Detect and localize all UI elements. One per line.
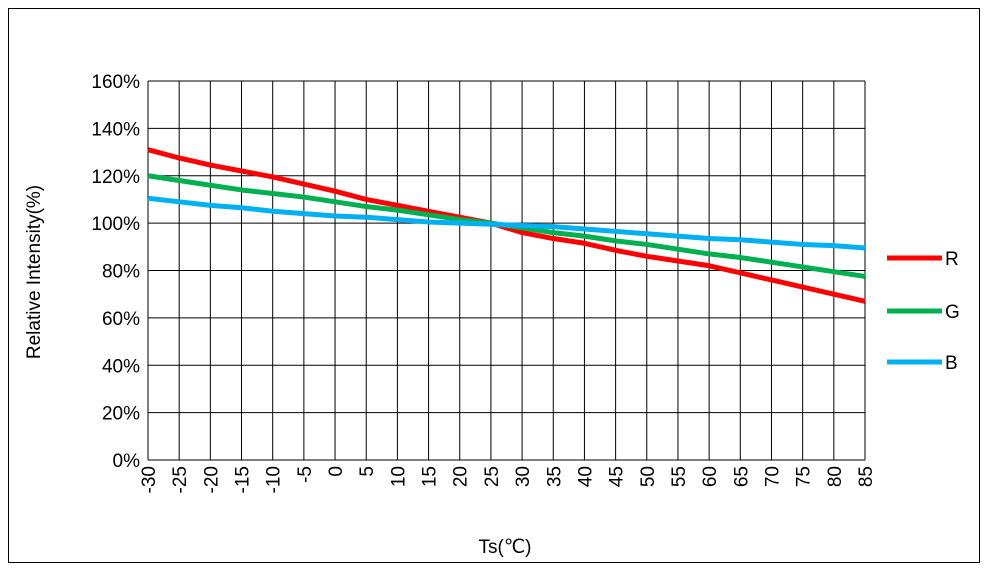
series-layer	[147, 147, 866, 304]
grid-layer	[147, 80, 866, 461]
y-tick-label: 40%	[102, 356, 140, 377]
x-tick-label: 40	[575, 466, 596, 487]
x-axis-title: Ts(℃)	[479, 537, 532, 558]
x-tick-label: 55	[669, 466, 690, 487]
x-tick-label: 5	[357, 466, 378, 477]
x-tick-label: 75	[794, 466, 815, 487]
y-tick-label: 20%	[102, 404, 140, 425]
legend-label-b: B	[945, 353, 958, 374]
x-tick-label: -20	[201, 466, 222, 493]
y-axis-title: Relative Intensity(%)	[24, 185, 45, 359]
x-tick-label: 85	[856, 466, 877, 487]
x-tick-label: 20	[451, 466, 472, 487]
x-tick-label: -30	[139, 466, 160, 493]
x-tick-label: 50	[638, 466, 659, 487]
x-tick-label: -5	[295, 466, 316, 483]
legend: R G B	[887, 249, 960, 374]
x-tick-label: 60	[700, 466, 721, 487]
x-tick-label: 35	[544, 466, 565, 487]
y-tick-label: 140%	[91, 119, 140, 140]
legend-label-r: R	[945, 249, 959, 270]
y-tick-label: 0%	[113, 451, 141, 472]
x-tick-label: 15	[420, 466, 441, 487]
chart-frame	[8, 8, 980, 563]
x-tick-label: 30	[513, 466, 534, 487]
x-tick-label: -15	[233, 466, 254, 493]
x-tick-label: 80	[825, 466, 846, 487]
legend-label-g: G	[945, 302, 960, 323]
y-tick-label: 80%	[102, 262, 140, 283]
x-tick-label: 10	[388, 466, 409, 487]
x-tick-label: 0	[326, 466, 347, 477]
x-tick-label: -10	[264, 466, 285, 493]
y-tick-label: 60%	[102, 309, 140, 330]
x-tick-label: 70	[762, 466, 783, 487]
x-tick-label: -25	[170, 466, 191, 493]
x-tick-label: 45	[607, 466, 628, 487]
series-line-b	[147, 195, 866, 251]
y-tick-label: 120%	[91, 167, 140, 188]
tick-label-layer: 0%20%40%60%80%100%120%140%160%-30 -25 -20-…	[91, 72, 877, 493]
y-tick-label: 100%	[91, 214, 140, 235]
x-tick-label: 65	[731, 466, 752, 487]
x-tick-label: 25	[482, 466, 503, 487]
y-tick-label: 160%	[91, 72, 140, 93]
